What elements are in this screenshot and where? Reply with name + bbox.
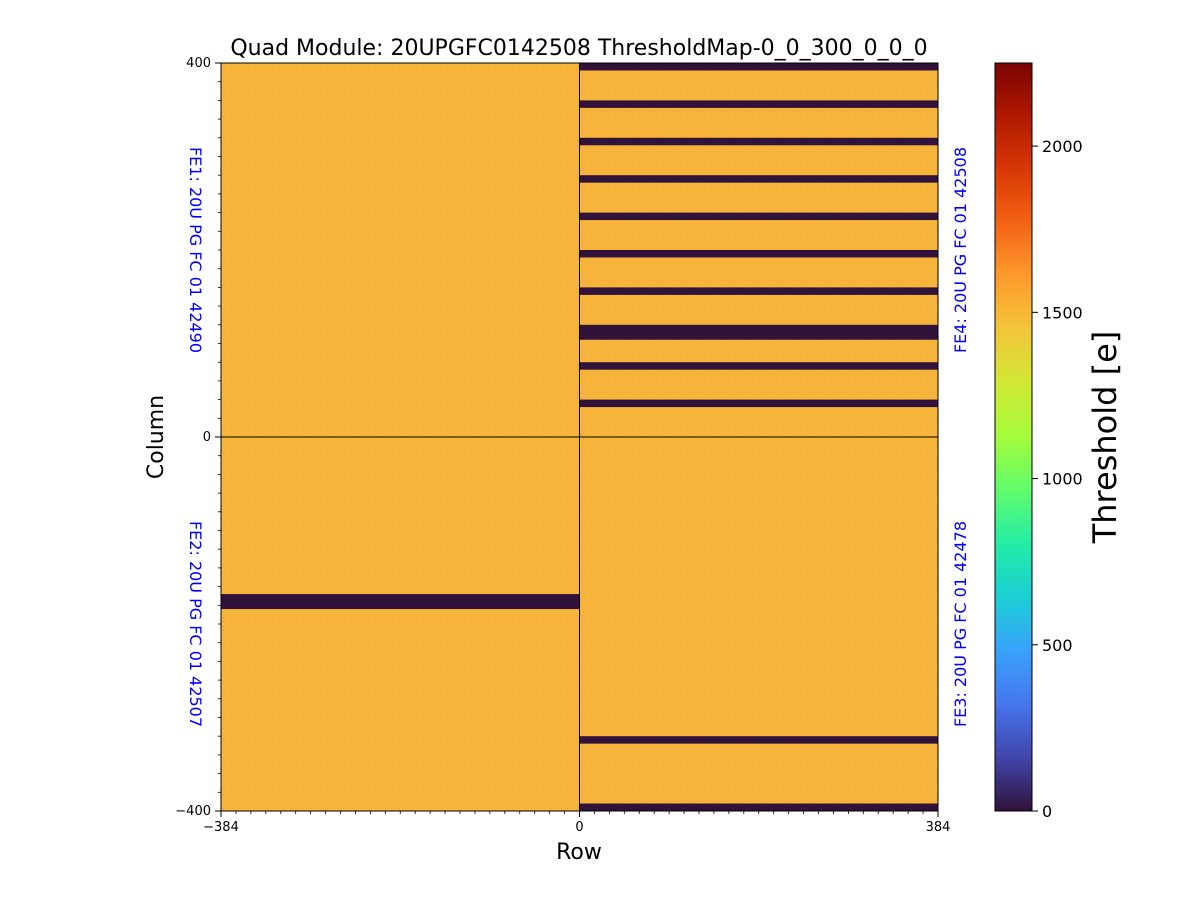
colorbar-tick-label: 2000 (1042, 137, 1083, 156)
dead-band-1 (579, 63, 938, 71)
fe-label-fe2: FE2: 20U PG FC 01 42507 (186, 521, 205, 727)
dead-band-9 (579, 362, 938, 370)
dead-band-11 (221, 594, 580, 610)
dead-band-13 (579, 803, 938, 811)
x-axis-label: Row (556, 840, 602, 865)
fe-label-fe1: FE1: 20U PG FC 01 42490 (186, 147, 205, 353)
dead-band-5 (579, 212, 938, 221)
colorbar-tick-label: 1000 (1042, 470, 1083, 489)
y-tick-label: 0 (203, 430, 211, 445)
plot-area (220, 62, 939, 812)
dead-band-3 (579, 137, 938, 146)
dead-band-8 (579, 324, 938, 340)
colorbar-label: Threshold [e] (1086, 331, 1124, 545)
chart-title: Quad Module: 20UPGFC0142508 ThresholdMap… (230, 36, 927, 61)
y-tick-label: −400 (175, 804, 211, 819)
dead-band-6 (579, 250, 938, 258)
x-tick-label: 384 (926, 820, 951, 835)
dead-band-4 (579, 175, 938, 183)
y-axis-label: Column (144, 395, 169, 479)
colorbar-tick-label: 1500 (1042, 303, 1083, 322)
axis-ticks: −384 0 384 −400 0 400 (175, 56, 950, 835)
colorbar-gradient (994, 62, 1033, 812)
fe-label-fe4: FE4: 20U PG FC 01 42508 (951, 147, 970, 353)
dead-band-7 (579, 287, 938, 295)
dead-band-2 (579, 100, 938, 108)
dead-band-10 (579, 399, 938, 408)
colorbar: 0 500 1000 1500 2000 Threshold [e] (994, 62, 1124, 821)
colorbar-tick-label: 500 (1042, 636, 1073, 655)
x-tick-label: −384 (203, 820, 239, 835)
dead-band-12 (579, 736, 938, 744)
y-tick-label: 400 (186, 56, 211, 71)
fe-label-fe3: FE3: 20U PG FC 01 42478 (951, 521, 970, 727)
colorbar-tick-label: 0 (1042, 802, 1052, 821)
x-tick-label: 0 (575, 820, 583, 835)
